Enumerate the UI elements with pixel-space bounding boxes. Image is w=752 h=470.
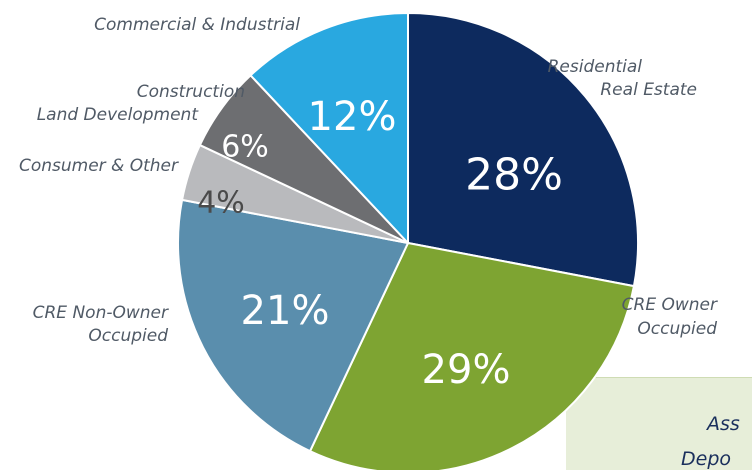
info-panel-line-1: Ass — [705, 413, 740, 435]
slice-category-label-4-line-0: Construction — [137, 82, 245, 102]
slice-percent-label-3: 4% — [197, 186, 245, 221]
slice-category-label-2-line-1: Occupied — [88, 326, 168, 346]
pie-category-labels: Residential Real Estate CRE Owner Occupied C… — [19, 15, 718, 346]
slice-percent-label-1: 29% — [422, 347, 511, 393]
slice-percent-label-4: 6% — [221, 130, 269, 165]
slice-category-label-0-line-1: Real Estate — [600, 80, 697, 100]
slice-percent-label-5: 12% — [308, 94, 397, 140]
slice-category-label-0-line-0: Residential — [548, 57, 643, 77]
info-panel — [566, 377, 752, 470]
slice-category-label-5-line-0: Commercial & Industrial — [94, 15, 300, 35]
pie-percent-labels: 28% 29% 21% 4% 6% 12% — [197, 94, 563, 393]
slice-category-label-1-line-1: Occupied — [637, 319, 717, 339]
pie-slice-1 — [309, 242, 635, 470]
pie-slice-0 — [407, 12, 639, 288]
slice-percent-label-0: 28% — [465, 150, 563, 201]
slice-category-label-3-line-0: Consumer & Other — [19, 156, 179, 176]
pie-slices — [177, 12, 639, 470]
slice-category-label-1-line-0: CRE Owner — [622, 295, 718, 315]
pie-slice-5 — [249, 12, 409, 244]
info-panel-line-2: Depo — [681, 448, 731, 470]
slice-percent-label-2: 21% — [241, 288, 330, 334]
slice-category-label-2-line-0: CRE Non-Owner — [33, 303, 169, 323]
slice-category-label-4-line-1: Land Development — [37, 105, 200, 125]
pie-slice-2 — [177, 198, 409, 453]
